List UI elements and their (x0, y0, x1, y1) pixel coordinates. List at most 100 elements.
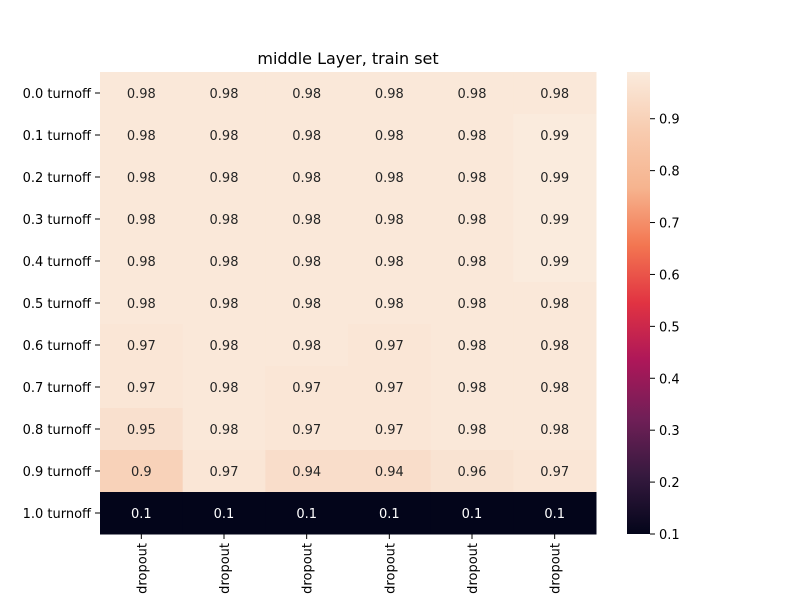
heatmap-cell (100, 72, 184, 115)
heatmap-cell-label: 0.98 (375, 129, 404, 144)
heatmap-cell-label: 0.98 (540, 339, 569, 354)
heatmap-cell-label: 0.96 (458, 465, 487, 480)
heatmap-cell (430, 324, 514, 367)
y-tick-label: 0.0 turnoff (23, 87, 92, 102)
heatmap-cell-label: 0.98 (458, 213, 487, 228)
heatmap-cell (265, 366, 349, 409)
heatmap-cell (265, 492, 349, 535)
colorbar-tick-label: 0.2 (659, 476, 680, 491)
heatmap-cell-label: 0.97 (375, 381, 404, 396)
heatmap-cell (430, 282, 514, 325)
heatmap-cell-label: 0.1 (462, 507, 483, 522)
heatmap-cell-label: 0.98 (210, 129, 239, 144)
heatmap-cell-label: 0.98 (458, 297, 487, 312)
heatmap-cell (182, 240, 266, 283)
y-tick-label: 0.9 turnoff (23, 465, 92, 480)
y-axis: 0.0 turnoff 0.1 turnoff 0.2 turnoff 0.3 tur… (23, 87, 100, 522)
heatmap-cell-label: 0.94 (375, 465, 404, 480)
heatmap-cell (100, 282, 184, 325)
colorbar: 0.1 0.2 0.3 0.4 0.5 0.6 0.7 0.8 0.9 (627, 72, 680, 543)
heatmap-cell (348, 492, 432, 535)
heatmap-cell (430, 492, 514, 535)
colorbar-tick-label: 0.8 (659, 165, 680, 180)
heatmap-cell (348, 156, 432, 199)
heatmap-cell (100, 156, 184, 199)
heatmap-cell (430, 240, 514, 283)
heatmap-cell-label: 0.98 (292, 297, 321, 312)
heatmap-cell (430, 156, 514, 199)
colorbar-tick-label: 0.9 (659, 113, 680, 128)
heatmap-cell-label: 0.99 (540, 129, 569, 144)
heatmap-cell (513, 240, 597, 283)
heatmap-cell (182, 198, 266, 241)
heatmap-cell-label: 0.98 (458, 255, 487, 270)
heatmap-cell-label: 0.97 (375, 339, 404, 354)
heatmap-cell-label: 0.97 (210, 465, 239, 480)
heatmap-cell-label: 0.94 (292, 465, 321, 480)
heatmap-cell-label: 0.98 (458, 87, 487, 102)
heatmap-cell-label: 0.98 (292, 87, 321, 102)
y-tick-label: 1.0 turnoff (23, 507, 92, 522)
y-tick-label: 0.1 turnoff (23, 129, 92, 144)
heatmap-cell (100, 366, 184, 409)
heatmap-cell (430, 198, 514, 241)
heatmap-cell (513, 72, 597, 115)
heatmap-cell (513, 282, 597, 325)
heatmap-cell (100, 408, 184, 451)
colorbar-tick-label: 0.4 (659, 372, 680, 387)
y-tick-label: 0.3 turnoff (23, 213, 92, 228)
heatmap-cell-label: 0.9 (131, 465, 152, 480)
heatmap-cell-label: 0.98 (375, 255, 404, 270)
heatmap-cell-label: 0.97 (292, 381, 321, 396)
heatmap-cell-label: 0.98 (127, 87, 156, 102)
heatmap-cell-label: 0.98 (127, 255, 156, 270)
heatmap-cell (265, 114, 349, 157)
heatmap-cell-label: 0.98 (127, 129, 156, 144)
x-tick-label: dropout (383, 543, 398, 594)
heatmap-cell-label: 0.98 (210, 213, 239, 228)
heatmap-cell (348, 114, 432, 157)
heatmap-cell-label: 0.1 (544, 507, 565, 522)
heatmap-cell (182, 492, 266, 535)
heatmap-cell (513, 492, 597, 535)
heatmap-cell-label: 0.98 (292, 171, 321, 186)
heatmap-cell-label: 0.98 (210, 423, 239, 438)
heatmap-cell (182, 324, 266, 367)
heatmap-cell (430, 450, 514, 493)
heatmap-cell (513, 198, 597, 241)
heatmap-cell-label: 0.98 (540, 423, 569, 438)
heatmap-cell-label: 0.98 (458, 339, 487, 354)
chart-title: middle Layer, train set (257, 49, 438, 68)
heatmap-cell-label: 0.98 (540, 87, 569, 102)
heatmap-cell-label: 0.1 (296, 507, 317, 522)
heatmap-cell (513, 156, 597, 199)
heatmap-cell (348, 450, 432, 493)
heatmap-cell (182, 408, 266, 451)
heatmap-cell (430, 72, 514, 115)
heatmap-cell-label: 0.98 (375, 171, 404, 186)
colorbar-tick-label: 0.6 (659, 268, 680, 283)
heatmap-cell-label: 0.97 (127, 381, 156, 396)
heatmap-cell-label: 0.98 (375, 297, 404, 312)
colorbar-ticks: 0.1 0.2 0.3 0.4 0.5 0.6 0.7 0.8 0.9 (650, 113, 680, 543)
colorbar-tick-label: 0.3 (659, 424, 680, 439)
heatmap-cell (265, 198, 349, 241)
heatmap-cell (265, 450, 349, 493)
heatmap-cell-label: 0.98 (210, 339, 239, 354)
heatmap-cell-label: 0.98 (292, 255, 321, 270)
heatmap-cell (100, 324, 184, 367)
heatmap-cell-label: 0.99 (540, 171, 569, 186)
heatmap-cell (100, 240, 184, 283)
y-tick-label: 0.8 turnoff (23, 423, 92, 438)
heatmap-cell-label: 0.95 (127, 423, 156, 438)
heatmap-cell-label: 0.98 (292, 339, 321, 354)
heatmap-cell (182, 366, 266, 409)
heatmap-cell (182, 114, 266, 157)
heatmap-cell-label: 0.98 (210, 381, 239, 396)
y-tick-label: 0.7 turnoff (23, 381, 92, 396)
heatmap-cell (265, 408, 349, 451)
heatmap-cell-label: 0.98 (292, 129, 321, 144)
heatmap-cell (265, 282, 349, 325)
heatmap-cell-label: 0.1 (379, 507, 400, 522)
